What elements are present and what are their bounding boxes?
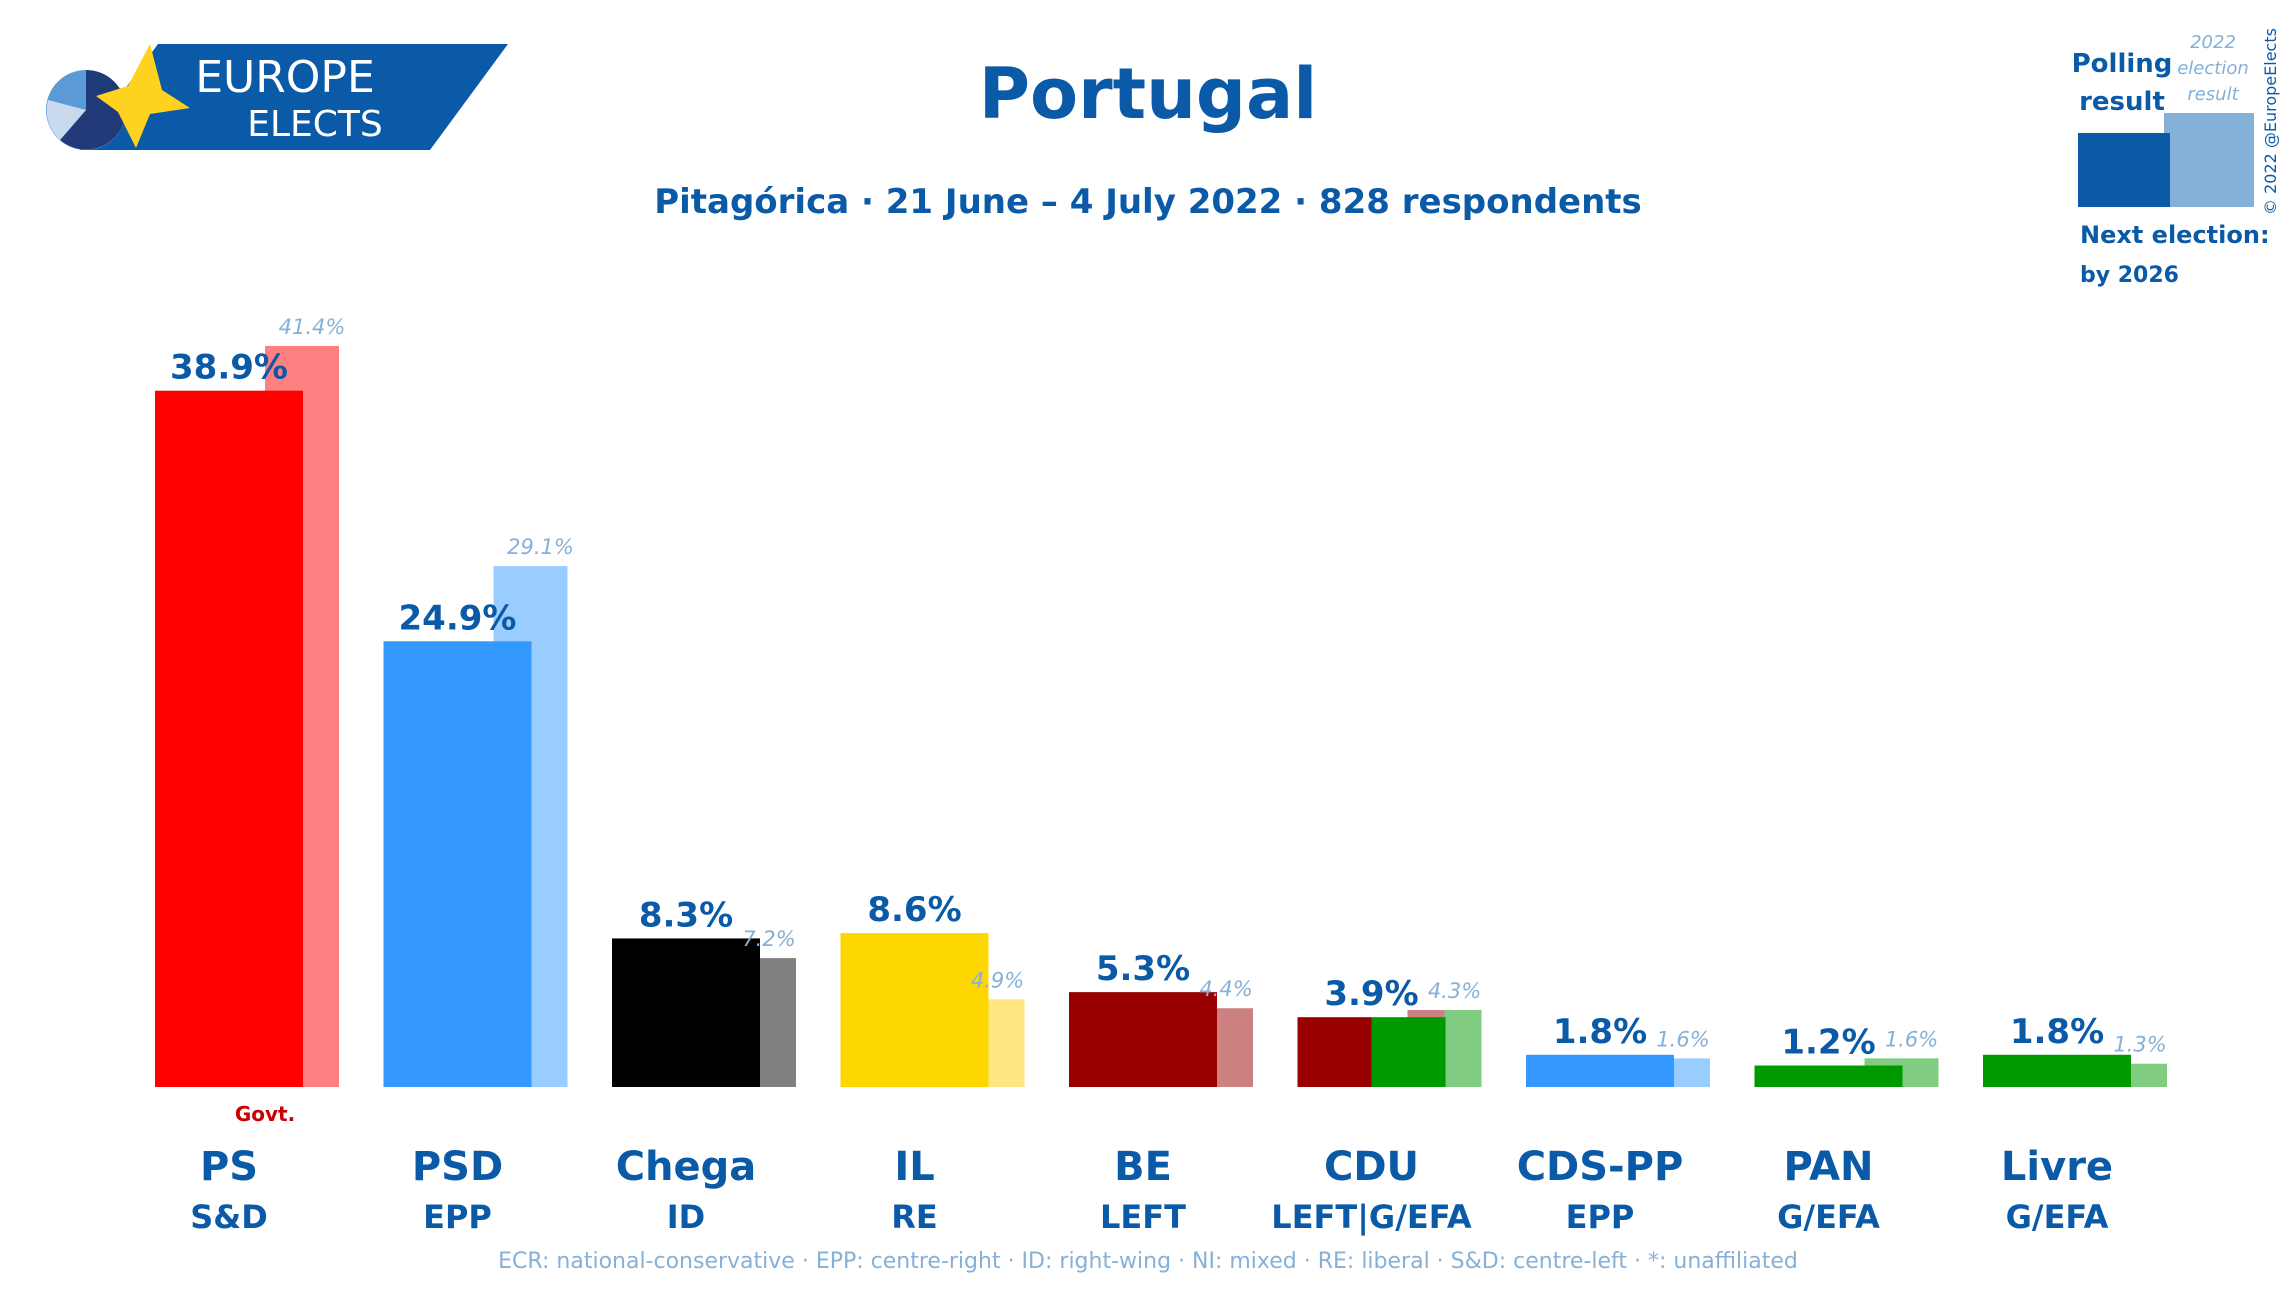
group-label-ps: S&D	[190, 1198, 268, 1236]
group-label-pan: G/EFA	[1777, 1198, 1880, 1236]
poll-bar-ps	[155, 390, 303, 1087]
logo-banner	[80, 44, 508, 150]
logo-line-1: EUROPE	[195, 52, 375, 103]
party-label-ps: PS	[200, 1144, 258, 1190]
party-label-pan: PAN	[1783, 1144, 1873, 1190]
legend-election-label-1: 2022	[2190, 32, 2236, 53]
logo-line-2: ELECTS	[247, 104, 383, 145]
legend-election-label-2: election	[2177, 58, 2249, 79]
legend-next-election-1: Next election:	[2080, 221, 2270, 249]
poll-value-label-ps: 38.9%	[170, 348, 288, 388]
bars-layer: 38.9% 41.4% PS S&D 24.9% 29.1% PSD EPP 8.3% 7.2% C…	[155, 315, 2167, 1237]
poll-bar-pan	[1754, 1065, 1903, 1087]
legend-election-label-3: result	[2187, 84, 2239, 105]
poll-bar-il	[840, 933, 989, 1087]
poll-bar-livre	[1983, 1054, 2131, 1087]
election-value-label-cdu: 4.3%	[1428, 979, 1481, 1003]
election-value-label-be: 4.4%	[1199, 977, 1252, 1001]
election-value-label-pan: 1.6%	[1885, 1027, 1938, 1051]
poll-value-label-cdu: 3.9%	[1324, 974, 1418, 1014]
party-label-be: BE	[1114, 1144, 1172, 1190]
poll-value-label-livre: 1.8%	[2010, 1012, 2104, 1052]
party-label-cdu: CDU	[1324, 1144, 1419, 1190]
group-label-cdu: LEFT|G/EFA	[1271, 1198, 1472, 1237]
election-value-label-il: 4.9%	[971, 968, 1024, 992]
group-label-be: LEFT	[1100, 1198, 1186, 1236]
group-label-livre: G/EFA	[2006, 1198, 2109, 1236]
page-subtitle: Pitagórica · 21 June – 4 July 2022 · 828…	[654, 182, 1642, 222]
party-label-cds-pp: CDS-PP	[1517, 1144, 1684, 1190]
star-icon	[96, 44, 190, 148]
poll-value-label-cds-pp: 1.8%	[1553, 1012, 1647, 1052]
party-label-il: IL	[894, 1144, 934, 1190]
legend-polling-label-2: result	[2079, 87, 2165, 117]
poll-value-label-pan: 1.2%	[1781, 1023, 1875, 1063]
group-label-psd: EPP	[423, 1198, 492, 1236]
party-label-psd: PSD	[412, 1144, 503, 1190]
legend-polling-swatch	[2078, 133, 2170, 207]
party-label-chega: Chega	[616, 1144, 757, 1190]
poll-bar-cdu-secondary	[1371, 1017, 1446, 1087]
poll-value-label-be: 5.3%	[1096, 949, 1190, 989]
poll-bar-chega	[612, 938, 760, 1087]
election-bar-cdu-secondary	[1444, 1010, 1482, 1087]
group-label-cds-pp: EPP	[1566, 1198, 1635, 1236]
groups-footnote: ECR: national-conservative · EPP: centre…	[498, 1249, 1798, 1274]
election-value-label-chega: 7.2%	[742, 927, 795, 951]
election-value-label-ps: 41.4%	[279, 315, 346, 339]
poll-bar-be	[1069, 992, 1217, 1087]
election-value-label-psd: 29.1%	[507, 535, 574, 559]
poll-bar-cds-pp	[1526, 1054, 1674, 1087]
legend-next-election-2: by 2026	[2080, 263, 2179, 288]
party-label-livre: Livre	[2001, 1144, 2113, 1190]
election-value-label-livre: 1.3%	[2113, 1033, 2166, 1057]
group-label-il: RE	[891, 1198, 938, 1236]
poll-value-label-il: 8.6%	[867, 890, 961, 930]
poll-value-label-chega: 8.3%	[639, 895, 733, 935]
legend-election-swatch	[2164, 113, 2254, 207]
govt-annotation: Govt.	[235, 1102, 295, 1126]
group-label-chega: ID	[667, 1198, 705, 1236]
election-value-label-cds-pp: 1.6%	[1656, 1027, 1709, 1051]
legend-polling-label-1: Polling	[2072, 49, 2173, 79]
page-title: Portugal	[979, 53, 1318, 135]
poll-value-label-psd: 24.9%	[399, 598, 517, 638]
copyright-note: © 2022 @EuropeElects	[2261, 28, 2280, 215]
poll-bar-cdu	[1297, 1017, 1372, 1087]
legend: Polling result 2022 election result Next…	[2072, 28, 2280, 288]
europe-elects-logo: EUROPE ELECTS	[46, 44, 508, 150]
poll-bar-psd	[383, 641, 532, 1087]
